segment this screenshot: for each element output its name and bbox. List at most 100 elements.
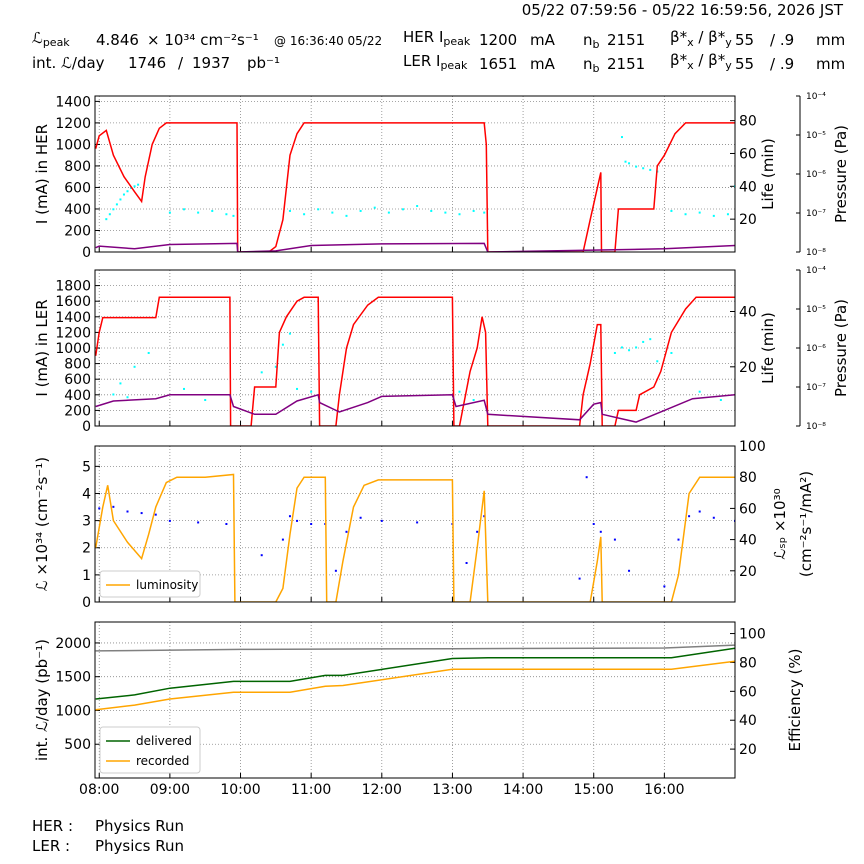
scatter-point bbox=[260, 371, 263, 374]
her-beta-x: 55 bbox=[735, 31, 754, 49]
x-tick-label: 13:00 bbox=[432, 782, 472, 798]
scatter-point bbox=[688, 515, 691, 518]
l-peak-time: @ 16:36:40 05/22 bbox=[274, 34, 382, 48]
footer-status: Physics Run bbox=[95, 817, 184, 835]
scatter-point bbox=[260, 554, 263, 557]
series-line bbox=[95, 242, 735, 252]
ler-beta-unit: mm bbox=[816, 55, 845, 73]
scatter-point bbox=[98, 507, 101, 510]
scatter-point bbox=[232, 214, 235, 217]
scatter-point bbox=[670, 209, 673, 212]
y-tick-label: 1000 bbox=[55, 137, 91, 153]
legend-box bbox=[99, 570, 201, 598]
her-nb-label: nb bbox=[583, 31, 600, 51]
timestamp: 05/22 07:59:56 - 05/22 16:59:56, 2026 JS… bbox=[522, 1, 844, 19]
scatter-point bbox=[197, 521, 200, 524]
x-tick-label: 15:00 bbox=[574, 782, 614, 798]
her-beta-unit: mm bbox=[816, 31, 845, 49]
label: n bbox=[583, 55, 593, 73]
scatter-point bbox=[296, 387, 299, 390]
y-tick-label: 3 bbox=[82, 514, 91, 530]
scatter-point bbox=[288, 515, 291, 518]
scatter-point bbox=[197, 211, 200, 214]
scatter-point bbox=[472, 399, 475, 401]
scatter-point bbox=[274, 365, 277, 368]
her-ipeak-label: HER Ipeak bbox=[403, 28, 471, 48]
subscript: peak bbox=[443, 35, 470, 48]
plot-frame bbox=[94, 445, 736, 603]
label: n bbox=[583, 31, 593, 49]
plot-area bbox=[95, 473, 735, 602]
scatter-point bbox=[310, 390, 313, 393]
y-tick-label: 1000 bbox=[55, 703, 91, 719]
scatter-point bbox=[112, 505, 115, 508]
y2-axis-label: (cm⁻²s⁻¹/mA²) bbox=[797, 471, 815, 577]
y-tick-label: 1200 bbox=[55, 325, 91, 341]
scatter-point bbox=[726, 213, 729, 216]
scatter-point bbox=[401, 208, 404, 211]
y-tick-label: 0 bbox=[82, 245, 91, 261]
scatter-point bbox=[416, 521, 419, 524]
y-tick-label: 1200 bbox=[55, 116, 91, 132]
beta: / β* bbox=[694, 51, 726, 69]
int-label: int. ℒ/day bbox=[32, 54, 105, 72]
scatter-point bbox=[168, 211, 171, 214]
scatter-point bbox=[204, 399, 207, 401]
y2-axis-label: Life (min) bbox=[759, 138, 777, 210]
y-tick-label: 1000 bbox=[55, 341, 91, 357]
scatter-point bbox=[105, 218, 108, 221]
scatter-point bbox=[472, 209, 475, 212]
scatter-point bbox=[115, 203, 118, 206]
y-tick-label: 1400 bbox=[55, 310, 91, 326]
scatter-point bbox=[119, 198, 122, 201]
scatter-point bbox=[345, 530, 348, 533]
y2-tick-label: 100 bbox=[739, 439, 766, 455]
ler-beta-label: β*x / β*y bbox=[670, 51, 732, 72]
scatter-point bbox=[476, 530, 479, 533]
subscript: y bbox=[725, 59, 732, 72]
plot-frame bbox=[94, 95, 736, 253]
scatter-point bbox=[624, 160, 627, 163]
plot-frame bbox=[94, 269, 736, 427]
scatter-point bbox=[137, 183, 140, 186]
ler-beta-y: / .9 bbox=[770, 55, 794, 73]
scatter-point bbox=[663, 585, 666, 588]
scatter-point bbox=[416, 205, 419, 208]
scatter-point bbox=[296, 519, 299, 522]
pressure-tick-label: 10⁻⁸ bbox=[806, 248, 826, 258]
scatter-point bbox=[126, 396, 129, 399]
scatter-point bbox=[698, 211, 701, 214]
ler-ipeak-unit: mA bbox=[530, 55, 556, 73]
ler-nb-value: 2151 bbox=[607, 55, 645, 73]
y-tick-label: 5 bbox=[82, 459, 91, 475]
scatter-point bbox=[712, 214, 715, 217]
y-axis-label: I (mA) in LER bbox=[33, 299, 51, 396]
scatter-point bbox=[465, 562, 468, 564]
l-peak-value: 4.846 bbox=[96, 31, 139, 49]
scatter-point bbox=[380, 519, 383, 522]
ler-ipeak-value: 1651 bbox=[479, 55, 517, 73]
y-axis-label: int. ℒ/day (pb⁻¹) bbox=[33, 639, 51, 761]
pressure-tick-label: 10⁻⁸ bbox=[806, 422, 826, 432]
scatter-point bbox=[656, 360, 659, 363]
legend-label: delivered bbox=[136, 734, 192, 748]
scatter-point bbox=[331, 211, 334, 214]
scatter-point bbox=[126, 190, 129, 193]
subscript: peak bbox=[440, 59, 467, 72]
y2-axis-label: ℒₛₚ ×10³⁰ bbox=[771, 488, 789, 559]
label: LER I bbox=[403, 52, 440, 70]
y-tick-label: 1600 bbox=[55, 294, 91, 310]
y2-tick-label: 80 bbox=[739, 655, 757, 671]
label: HER I bbox=[403, 28, 443, 46]
pressure-tick-label: 10⁻⁴ bbox=[806, 92, 826, 102]
pressure-tick-label: 10⁻⁵ bbox=[806, 131, 826, 141]
beta: β* bbox=[670, 28, 688, 46]
scatter-point bbox=[719, 399, 722, 401]
subscript: b bbox=[593, 62, 600, 75]
footer-ring: LER : bbox=[32, 837, 70, 855]
y2-tick-label: 80 bbox=[739, 470, 757, 486]
y2-tick-label: 40 bbox=[739, 304, 757, 320]
y-tick-label: 1400 bbox=[55, 94, 91, 110]
scatter-point bbox=[133, 365, 136, 368]
footer-status: Physics Run bbox=[95, 837, 184, 855]
